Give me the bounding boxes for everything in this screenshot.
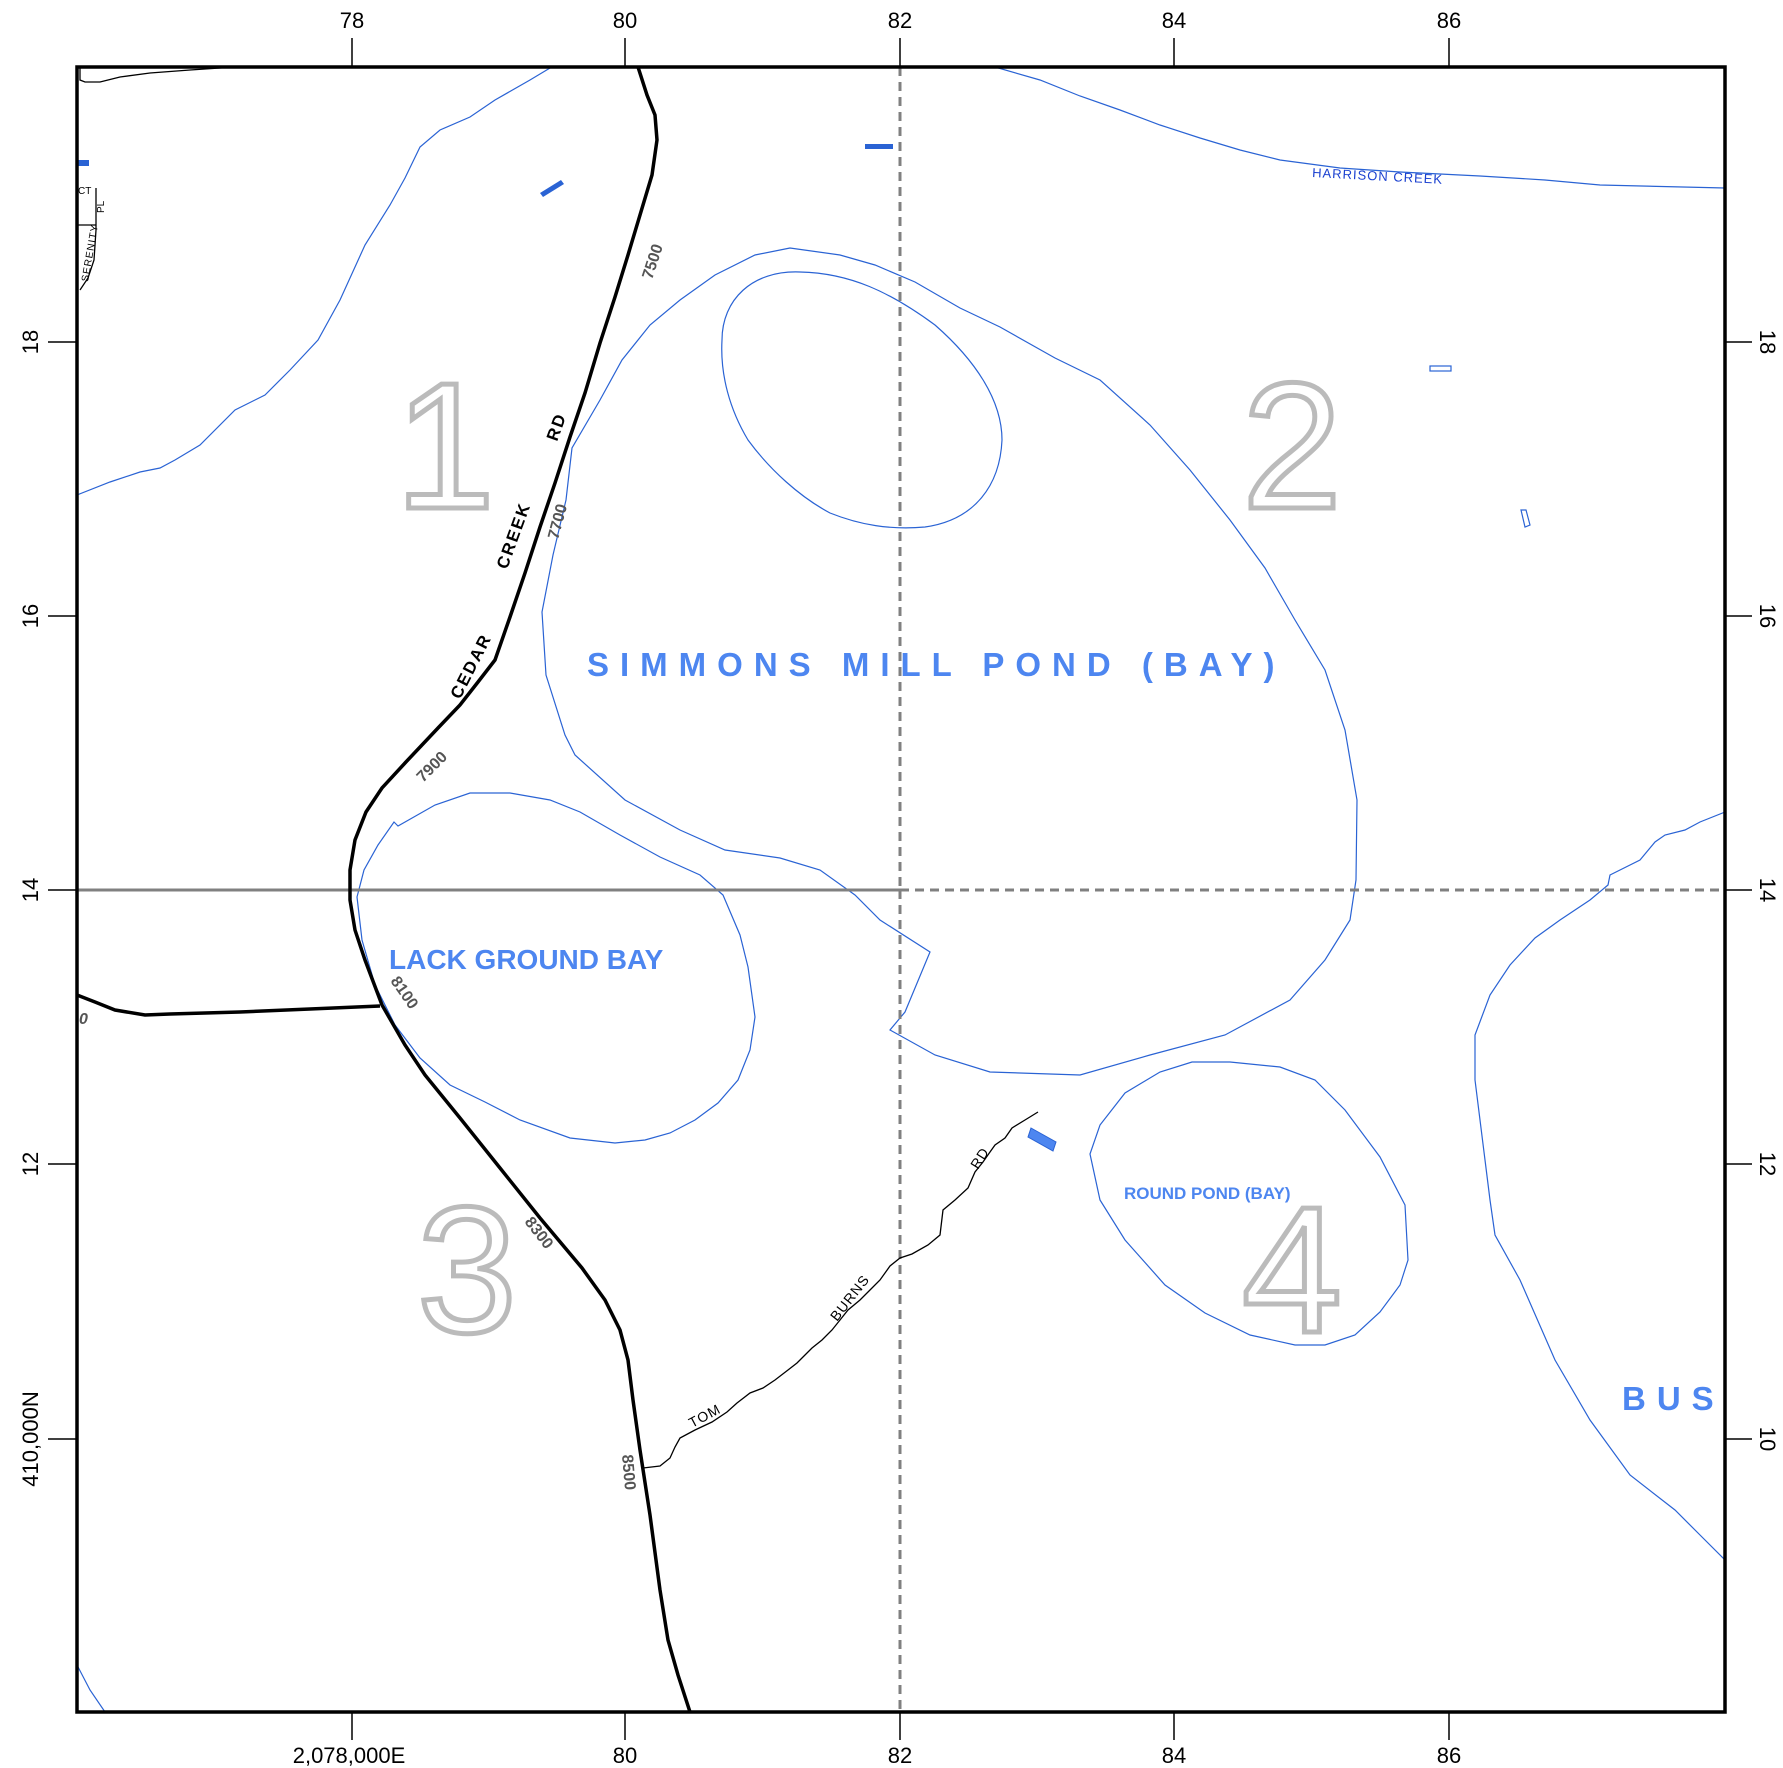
address-label-7500: 7500 (640, 242, 667, 281)
bottom-tick-label: 2,078,000E (293, 1743, 406, 1768)
bottom-tick-label: 86 (1437, 1743, 1461, 1768)
small-pond-feature (540, 180, 564, 197)
west-connector-road (77, 993, 381, 1017)
quadrant-number-2: 2 (1242, 346, 1342, 547)
right-tick-label: 16 (1755, 604, 1780, 628)
left-tick-label: 12 (18, 1152, 43, 1176)
serenity-pl-road (79, 67, 236, 83)
top-tick-label: 86 (1437, 8, 1461, 33)
address-label-7900: 7900 (414, 749, 451, 786)
left-tick-label: 410,000N (18, 1391, 43, 1486)
label-serenity: SERENITY (80, 223, 101, 282)
right-tick-label: 12 (1755, 1152, 1780, 1176)
small-pond-feature (1520, 509, 1531, 528)
label-round-pond: ROUND POND (BAY) (1124, 1184, 1291, 1203)
right-tick-label: 14 (1755, 878, 1780, 902)
quadrant-number-1: 1 (395, 346, 495, 547)
bus-bay-boundary (1474, 811, 1725, 1561)
serenity-pl-road-curve (79, 188, 97, 291)
left-tick-label: 18 (18, 330, 43, 354)
bottom-tick-label: 84 (1162, 1743, 1186, 1768)
bottom-tick-label: 80 (613, 1743, 637, 1768)
top-tick-label: 84 (1162, 8, 1186, 33)
right-tick-label: 10 (1755, 1427, 1780, 1451)
tom-burns-rd (642, 1111, 1039, 1469)
quadrant-number-3: 3 (417, 1170, 517, 1371)
simmons-inner-pond-boundary (721, 271, 1003, 529)
top-axis: 78 80 82 84 86 (340, 8, 1461, 67)
address-label-8500: 8500 (618, 1454, 638, 1491)
small-pond-feature (1429, 365, 1452, 372)
address-label-7700: 7700 (545, 502, 571, 541)
lower-left-water-boundary (77, 1664, 106, 1712)
label-rd-2: RD (967, 1144, 992, 1171)
bottom-axis: 2,078,000E 80 82 84 86 (293, 1712, 1461, 1768)
round-pond-boundary (1089, 1061, 1409, 1346)
address-label-8100: 8100 (387, 974, 421, 1013)
left-tick-label: 14 (18, 878, 43, 902)
simmons-mill-pond-outer-boundary (541, 247, 1358, 1076)
map-content (77, 67, 1725, 1712)
top-tick-label: 78 (340, 8, 364, 33)
harrison-creek-boundary (994, 67, 1725, 189)
upper-left-wetland-boundary (77, 67, 553, 496)
bottom-tick-label: 82 (888, 1743, 912, 1768)
label-rd: RD (543, 410, 571, 443)
label-harrison-creek: HARRISON CREEK (1312, 165, 1444, 187)
label-simmons-mill-pond: SIMMONS MILL POND (BAY) (587, 646, 1286, 683)
top-tick-label: 80 (613, 8, 637, 33)
address-label-0: 0 (79, 1011, 88, 1028)
label-ct: CT (78, 186, 91, 197)
right-tick-label: 18 (1755, 330, 1780, 354)
label-burns: BURNS (827, 1271, 873, 1323)
left-axis: 18 16 14 12 410,000N (18, 330, 77, 1487)
small-pond-feature (1027, 1127, 1057, 1152)
right-axis: 18 16 14 12 10 (1725, 330, 1780, 1451)
label-bus-bay: BUS (1622, 1380, 1725, 1417)
small-pond-feature (77, 160, 89, 166)
cedar-creek-rd (348, 67, 692, 1712)
lack-ground-bay-boundary (356, 792, 756, 1144)
small-pond-feature (865, 144, 893, 149)
label-lack-ground-bay: LACK GROUND BAY (389, 944, 664, 975)
quadrant-number-4: 4 (1242, 1170, 1342, 1371)
top-tick-label: 82 (888, 8, 912, 33)
label-pl: PL (96, 200, 107, 213)
map-frame (75, 65, 1727, 1714)
left-tick-label: 16 (18, 604, 43, 628)
